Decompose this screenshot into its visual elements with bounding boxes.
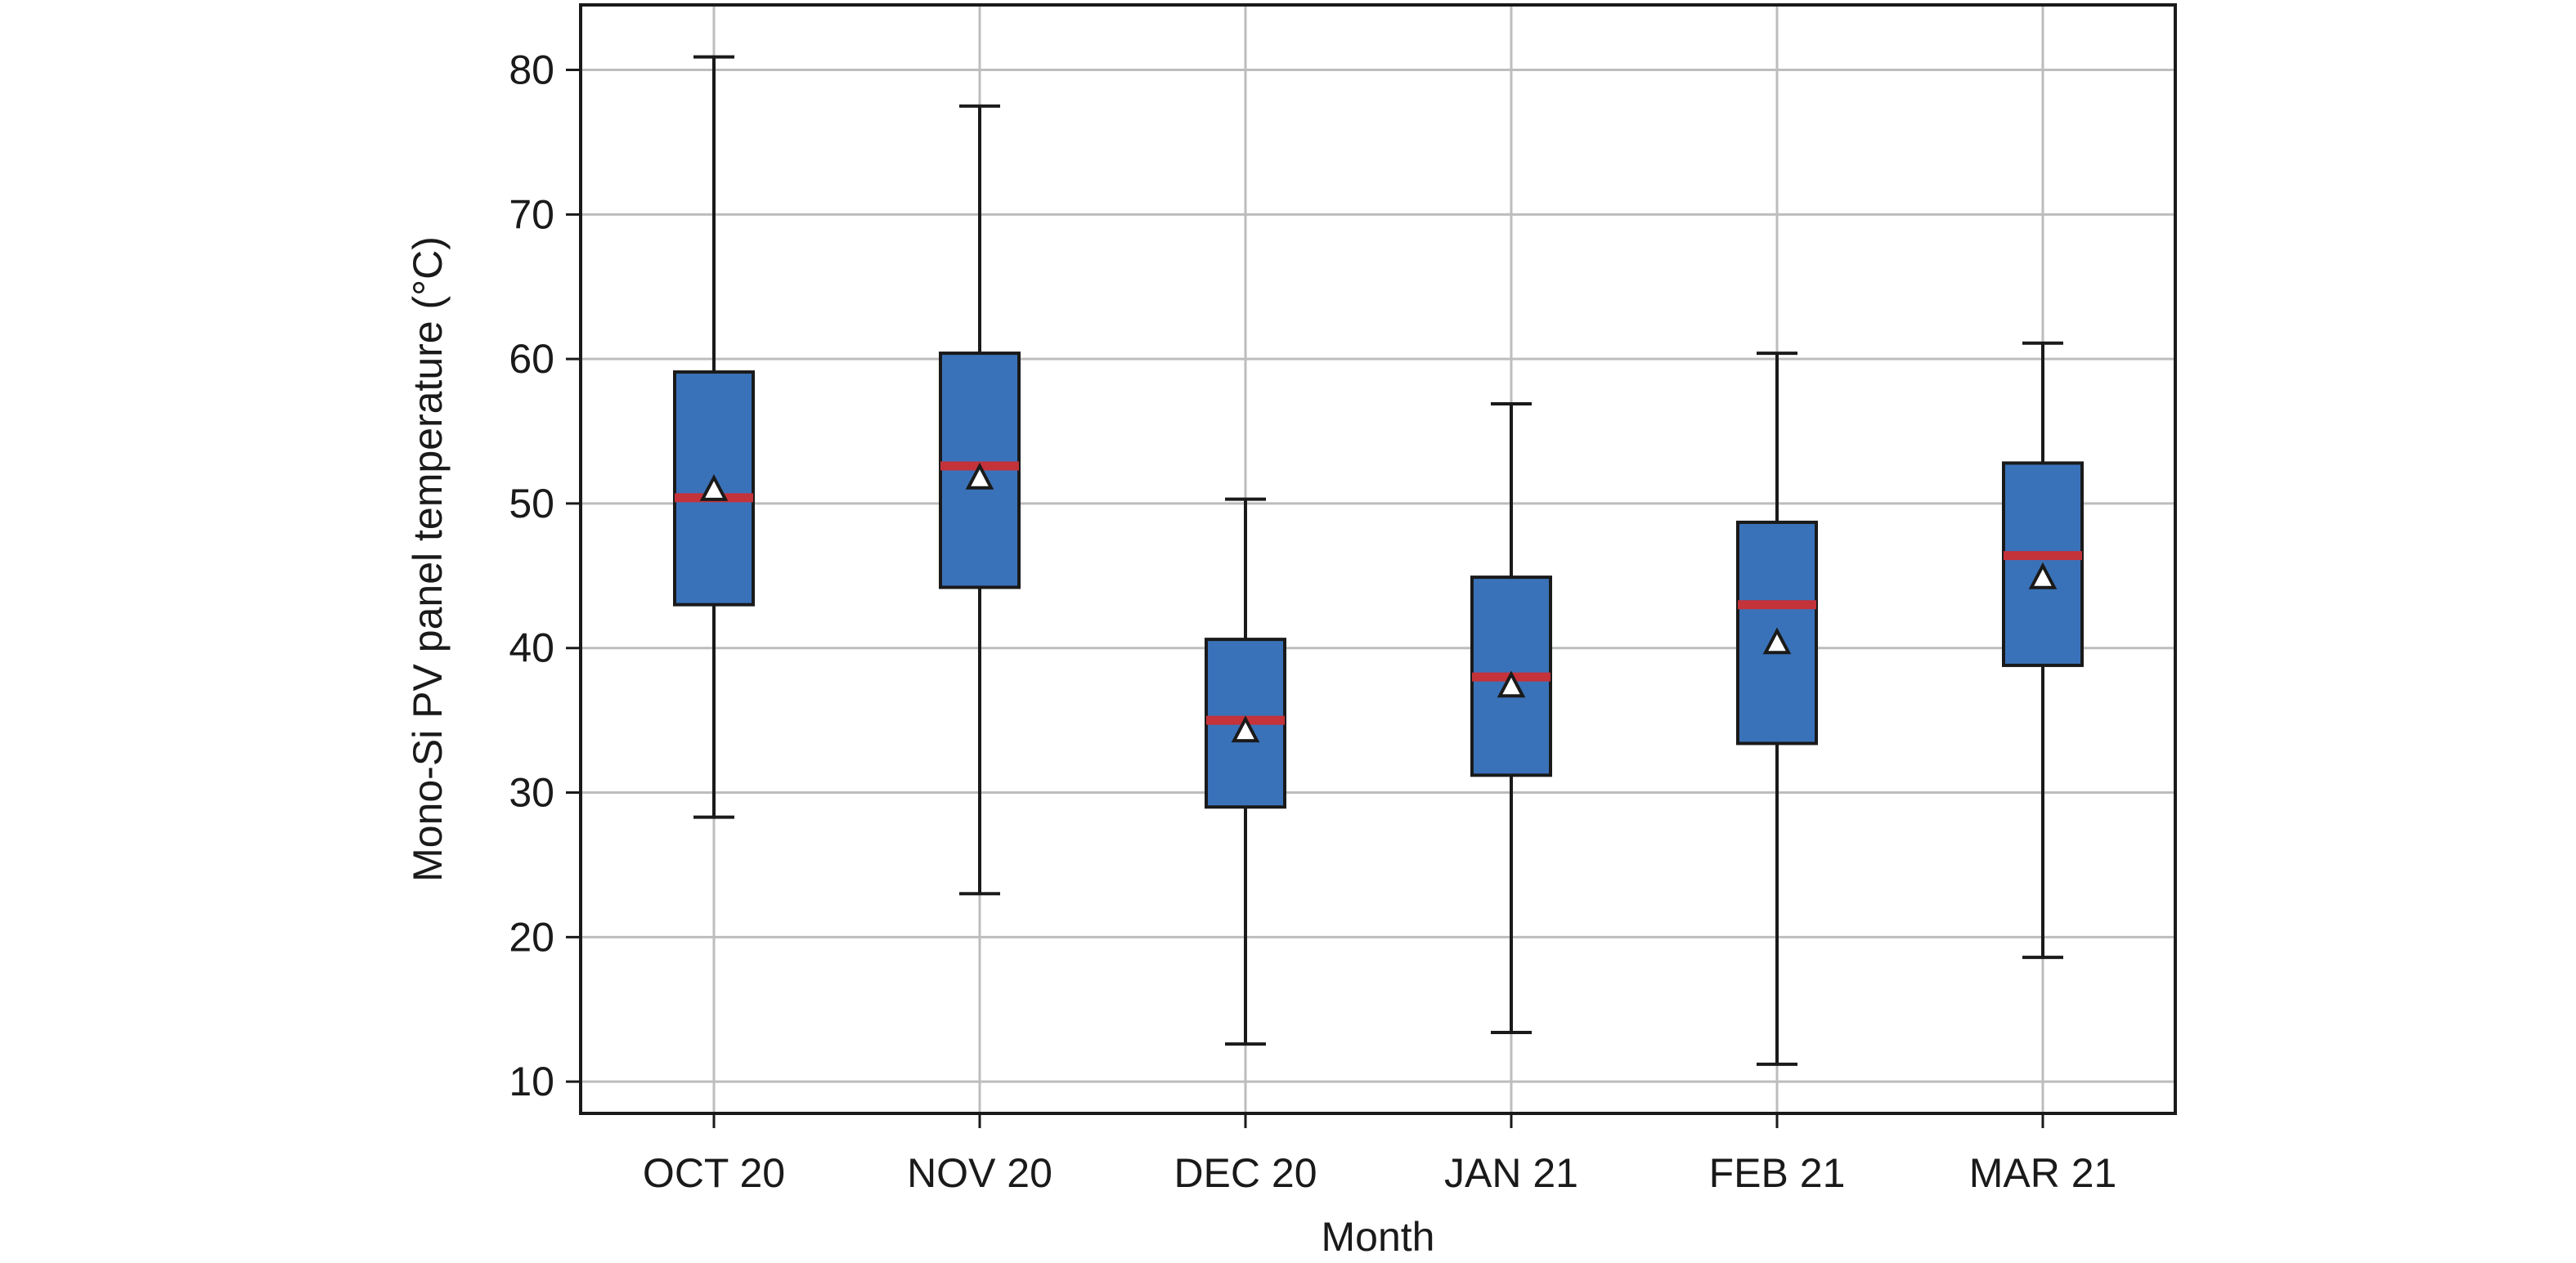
box-group	[939, 104, 1021, 896]
x-tick-label: MAR 21	[1969, 1150, 2117, 1196]
axis-ticks: 10 20 30 40 50 60 70 80 OCT 20 NOV 20 DEC 20 JAN 21…	[509, 47, 2116, 1196]
y-tick-label: 40	[509, 625, 554, 671]
y-axis-title: Mono-Si PV panel temperature (°C)	[405, 236, 451, 882]
x-axis-title: Month	[1322, 1214, 1435, 1260]
x-tick-label: OCT 20	[643, 1150, 785, 1196]
box-group	[2002, 341, 2084, 960]
box-group	[673, 55, 755, 819]
y-tick-label: 60	[509, 336, 554, 382]
box-group	[1470, 401, 1552, 1034]
grid-lines	[581, 5, 2175, 1113]
mean-marker	[965, 462, 994, 490]
y-tick-label: 70	[509, 191, 554, 237]
mean-marker	[1497, 670, 1526, 698]
box-plot-marks	[673, 55, 2084, 1066]
x-tick-label: JAN 21	[1444, 1150, 1578, 1196]
y-tick-label: 50	[509, 481, 554, 526]
x-tick-label: DEC 20	[1174, 1150, 1317, 1196]
x-tick-label: NOV 20	[907, 1150, 1052, 1196]
y-tick-label: 30	[509, 770, 554, 816]
mean-marker	[2028, 562, 2058, 589]
y-tick-label: 10	[509, 1059, 554, 1104]
mean-marker	[699, 473, 729, 501]
mean-marker	[1762, 627, 1792, 655]
plot-frame	[579, 3, 2177, 1115]
box-group	[1736, 352, 1818, 1066]
x-tick-label: FEB 21	[1709, 1150, 1846, 1196]
y-tick-label: 20	[509, 914, 554, 960]
box-group	[1205, 497, 1286, 1046]
mean-marker	[1231, 715, 1260, 743]
y-tick-label: 80	[509, 47, 554, 93]
